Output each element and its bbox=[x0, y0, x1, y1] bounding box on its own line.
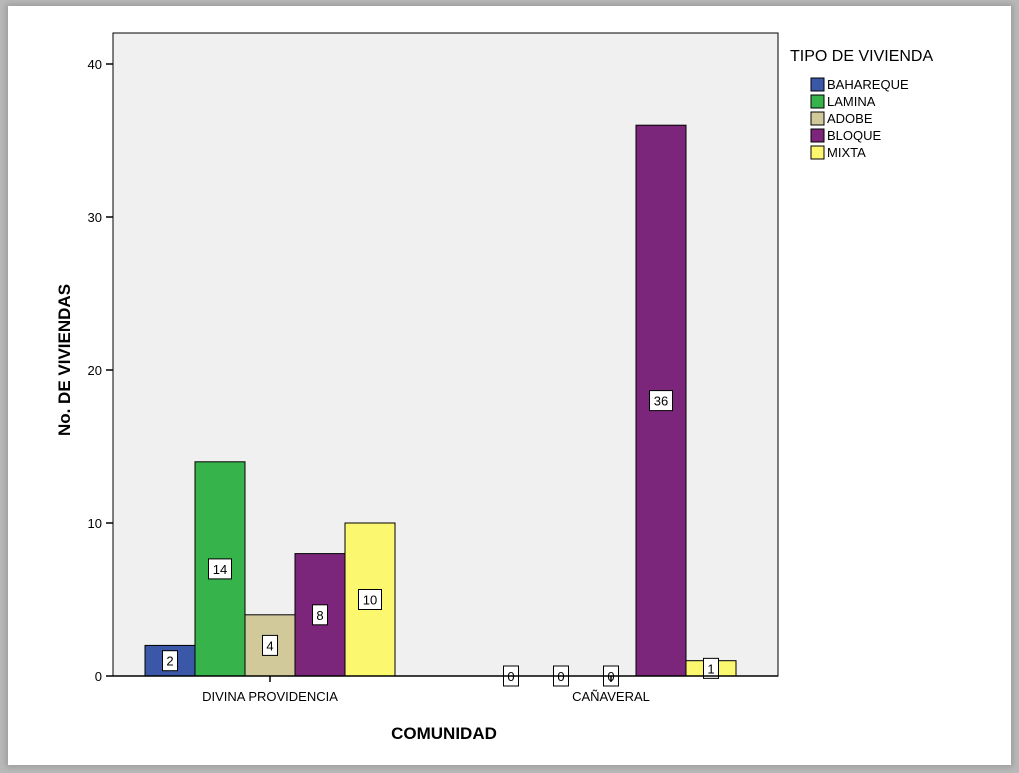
chart-frame: 0 10 20 30 40 20 14 0 40 8 36 10 1 DIVINA PROVIDENC… bbox=[8, 6, 1011, 765]
legend-label-bahareque: BAHAREQUE bbox=[827, 77, 909, 92]
y-axis-title: No. DE VIVIENDAS bbox=[55, 284, 74, 436]
data-label-box bbox=[262, 634, 278, 656]
bar-chart: 0 10 20 30 40 20 14 0 40 8 36 10 1 DIVINA PROVIDENC… bbox=[55, 32, 933, 743]
data-label: 10 bbox=[363, 593, 377, 608]
data-label-box bbox=[703, 657, 719, 679]
x-tick-label: DIVINA PROVIDENCIA bbox=[202, 689, 338, 704]
bars-group: 2014040836101 bbox=[144, 124, 737, 687]
y-axis: 0 10 20 30 40 bbox=[88, 57, 113, 684]
y-tick-label: 30 bbox=[88, 210, 102, 225]
x-tick-label: CAÑAVERAL bbox=[572, 689, 650, 704]
y-tick-label: 10 bbox=[88, 516, 102, 531]
x-axis: DIVINA PROVIDENCIA CAÑAVERAL bbox=[113, 675, 778, 704]
y-tick-label: 20 bbox=[88, 363, 102, 378]
data-label: 14 bbox=[213, 562, 227, 577]
legend-swatch-bahareque bbox=[810, 77, 825, 92]
legend-label-bloque: BLOQUE bbox=[827, 128, 882, 143]
y-tick-label: 40 bbox=[88, 57, 102, 72]
legend-label-lamina: LAMINA bbox=[827, 94, 876, 109]
data-label: 36 bbox=[654, 394, 668, 409]
data-label-box bbox=[649, 390, 673, 412]
data-label: 8 bbox=[316, 608, 323, 623]
data-label-box bbox=[312, 604, 328, 626]
legend-swatch-bloque bbox=[810, 128, 825, 143]
legend-swatch-adobe bbox=[810, 111, 825, 126]
x-axis-title: COMUNIDAD bbox=[391, 724, 497, 743]
legend-swatch-lamina bbox=[810, 94, 825, 109]
legend-label-mixta: MIXTA bbox=[827, 145, 866, 160]
data-label: 4 bbox=[266, 638, 273, 653]
y-tick-label: 0 bbox=[95, 669, 102, 684]
data-label-box bbox=[208, 558, 232, 580]
legend-swatch-mixta bbox=[810, 145, 825, 160]
data-label: 1 bbox=[707, 661, 714, 676]
legend: TIPO DE VIVIENDA BAHAREQUE LAMINA ADOBE BLO… bbox=[790, 48, 933, 160]
legend-title: TIPO DE VIVIENDA bbox=[790, 48, 933, 65]
legend-label-adobe: ADOBE bbox=[827, 111, 873, 126]
data-label-box bbox=[162, 650, 178, 672]
data-label: 2 bbox=[166, 654, 173, 669]
data-label-box bbox=[358, 589, 382, 610]
